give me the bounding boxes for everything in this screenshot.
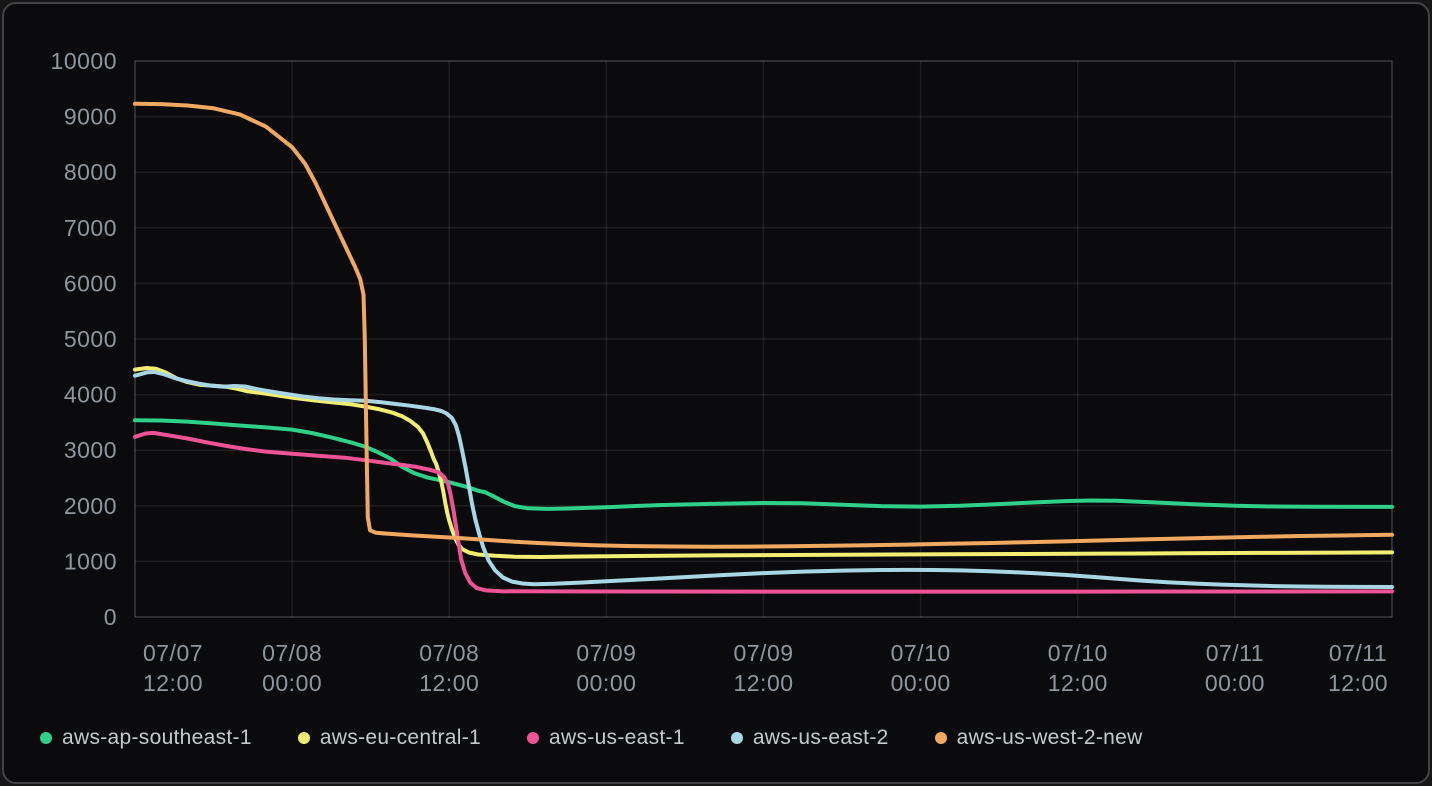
y-axis-tick-label: 0 bbox=[104, 604, 117, 630]
legend-item-aws-us-east-2[interactable]: aws-us-east-2 bbox=[730, 726, 889, 750]
legend-color-dot bbox=[527, 732, 540, 744]
series-line-aws-us-east-1[interactable] bbox=[133, 430, 1394, 594]
chart-legend: aws-ap-southeast-1 aws-eu-central-1 aws-us… bbox=[40, 716, 1408, 760]
x-axis-tick-date: 07/08 bbox=[262, 640, 322, 666]
x-axis-tick-time: 12:00 bbox=[143, 670, 203, 696]
x-axis-tick-date: 07/11 bbox=[1206, 640, 1264, 666]
x-axis-tick-time: 12:00 bbox=[419, 670, 479, 696]
series-line-aws-us-west-2-new[interactable] bbox=[133, 101, 1394, 549]
series-line-aws-eu-central-1[interactable] bbox=[133, 366, 1394, 559]
x-axis-tick-date: 07/11 bbox=[1329, 640, 1387, 666]
legend-color-dot bbox=[40, 732, 52, 744]
x-axis-tick-time: 00:00 bbox=[576, 670, 636, 696]
x-axis-tick-time: 12:00 bbox=[1328, 670, 1388, 696]
y-axis-tick-label: 1000 bbox=[64, 548, 117, 574]
y-axis-tick-label: 7000 bbox=[64, 215, 117, 241]
series-line-aws-ap-southeast-1[interactable] bbox=[133, 418, 1394, 511]
legend-color-dot bbox=[730, 732, 743, 744]
legend-series-label: aws-us-west-2-new bbox=[956, 726, 1143, 749]
x-axis-tick-time: 00:00 bbox=[1205, 670, 1265, 696]
x-axis-tick-time: 12:00 bbox=[1048, 670, 1108, 696]
legend-series-label: aws-us-east-1 bbox=[549, 726, 685, 749]
y-axis-tick-label: 10000 bbox=[51, 48, 117, 74]
plot-border bbox=[134, 60, 1393, 618]
legend-series-label: aws-eu-central-1 bbox=[319, 726, 482, 749]
legend-color-dot bbox=[934, 732, 947, 744]
x-axis-tick-date: 07/10 bbox=[1048, 640, 1108, 666]
y-axis-tick-label: 9000 bbox=[64, 104, 117, 130]
x-axis-tick-date: 07/10 bbox=[891, 640, 951, 666]
x-axis-tick-date: 07/07 bbox=[143, 640, 203, 666]
x-axis-tick-date: 07/08 bbox=[419, 640, 479, 666]
y-axis-tick-label: 3000 bbox=[64, 437, 117, 463]
y-axis-tick-label: 5000 bbox=[64, 326, 117, 352]
y-axis-tick-label: 2000 bbox=[64, 493, 117, 519]
time-series-chart[interactable]: 0 1000 2000 3000 4000 5000 6000 7000 8000 9000 100… bbox=[4, 4, 1430, 714]
x-axis-tick-date: 07/09 bbox=[576, 640, 636, 666]
x-axis-tick-time: 00:00 bbox=[891, 670, 951, 696]
legend-series-label: aws-us-east-2 bbox=[752, 726, 889, 749]
legend-series-label: aws-ap-southeast-1 bbox=[62, 726, 252, 749]
y-axis-tick-label: 4000 bbox=[64, 382, 117, 408]
legend-item-aws-eu-central-1[interactable]: aws-eu-central-1 bbox=[297, 726, 482, 750]
legend-item-aws-us-west-2-new[interactable]: aws-us-west-2-new bbox=[934, 726, 1143, 750]
y-axis-tick-label: 6000 bbox=[64, 270, 117, 296]
y-axis-tick-label: 8000 bbox=[64, 159, 117, 185]
x-axis-tick-time: 12:00 bbox=[733, 670, 793, 696]
legend-item-aws-ap-southeast-1[interactable]: aws-ap-southeast-1 bbox=[40, 726, 252, 750]
legend-item-aws-us-east-1[interactable]: aws-us-east-1 bbox=[527, 726, 685, 750]
x-axis-tick-time: 00:00 bbox=[262, 670, 322, 696]
legend-color-dot bbox=[297, 732, 310, 744]
x-axis-tick-date: 07/09 bbox=[733, 640, 793, 666]
